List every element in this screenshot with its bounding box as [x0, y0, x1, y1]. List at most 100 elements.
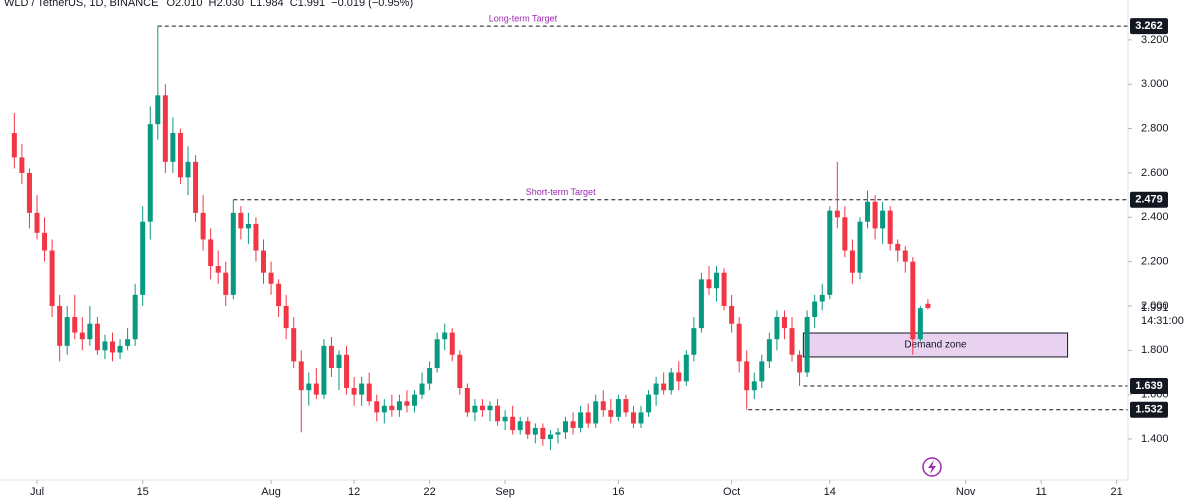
candle-body	[306, 383, 312, 391]
demand-zone	[802, 332, 1069, 358]
y-tick-label: 2.600	[1141, 167, 1169, 179]
candle-body	[479, 405, 485, 411]
candle-body	[638, 412, 644, 424]
x-tick-label: 15	[137, 486, 149, 498]
candle-body	[57, 305, 63, 346]
candle-body	[774, 317, 780, 340]
y-tick-label: 2.400	[1141, 211, 1169, 223]
candle-body	[804, 317, 810, 373]
candle-body	[540, 427, 546, 439]
level-price-label: 2.479	[1135, 194, 1163, 206]
candle-body	[849, 250, 855, 273]
x-tick-label: 21	[1111, 486, 1123, 498]
y-tick-label: 3.000	[1141, 78, 1169, 90]
candle-body	[812, 301, 818, 318]
candle-body	[102, 341, 108, 351]
candle-body	[472, 405, 478, 413]
x-tick-label: Jul	[30, 486, 44, 498]
x-tick-label: Sep	[495, 486, 515, 498]
candle-body	[321, 345, 327, 395]
candle-body	[676, 372, 682, 382]
candle-body	[895, 243, 901, 251]
y-tick-label: 1.800	[1141, 344, 1169, 356]
candle-body	[253, 223, 259, 251]
candle-body	[766, 339, 772, 362]
candle-body	[155, 95, 161, 125]
candle-body	[26, 172, 32, 213]
candle-body	[42, 232, 48, 251]
candle-body	[910, 261, 916, 340]
candle-body	[132, 294, 138, 340]
candle-body	[185, 161, 191, 178]
candle-body	[200, 212, 206, 240]
ohlc-legend: H2.030	[209, 0, 244, 9]
candle-body	[661, 383, 667, 391]
candle-body	[404, 401, 410, 406]
candle-body	[140, 221, 146, 295]
candle-body	[283, 305, 289, 329]
candle-body	[298, 361, 304, 391]
candle-body	[902, 250, 908, 262]
x-tick-label: 14	[824, 486, 836, 498]
plot-area: Demand zone Long-term Target Short-term Ta…	[11, 14, 1128, 451]
candle-body	[691, 328, 697, 355]
candle-body	[797, 354, 803, 373]
candle-body	[11, 133, 17, 158]
candle-body	[759, 361, 765, 382]
candle-body	[917, 308, 923, 340]
candle-body	[457, 354, 463, 388]
candle-body	[464, 387, 470, 413]
candle-body	[374, 401, 380, 413]
candle-body	[781, 317, 787, 329]
candle-body	[593, 401, 599, 424]
candle-body	[623, 399, 629, 413]
ohlc-legend: C1.991	[290, 0, 325, 9]
candle-body	[359, 383, 365, 395]
candle-body	[125, 339, 131, 346]
candle-body	[366, 383, 372, 402]
candle-body	[313, 383, 319, 395]
candle-body	[449, 332, 455, 355]
candle-body	[721, 272, 727, 306]
candle-body	[442, 332, 448, 340]
candle-body	[547, 434, 553, 439]
level-price-box	[1130, 191, 1168, 208]
candle-body	[510, 416, 516, 431]
x-tick-label: 11	[1035, 486, 1046, 498]
candle-body	[215, 266, 221, 273]
y-tick-label: 3.200	[1141, 34, 1169, 46]
candle-body	[487, 405, 493, 411]
candle-body	[328, 345, 334, 369]
candle-body	[698, 279, 704, 329]
candle-body	[668, 372, 674, 391]
candle-body	[714, 272, 720, 289]
candle-body	[502, 416, 508, 422]
candle-body	[834, 210, 840, 218]
level-annotation: Long-term Target	[489, 14, 558, 24]
candle-body	[555, 432, 561, 435]
candle-body	[208, 239, 214, 267]
candle-body	[525, 421, 531, 435]
candle-body	[872, 201, 878, 229]
candle-body	[585, 412, 591, 424]
candle-body	[261, 250, 267, 273]
x-tick-label: 22	[423, 486, 435, 498]
symbol: WLD / TetherUS, 1D, BINANCE	[4, 0, 158, 9]
level-price-label: 1.639	[1135, 380, 1163, 392]
level-annotation: Short-term Target	[526, 187, 596, 197]
candle-body	[109, 341, 115, 353]
candle-body	[827, 210, 833, 295]
candle-body	[608, 410, 614, 417]
candle-body	[238, 212, 244, 229]
candle-body	[64, 317, 70, 346]
candle-body	[268, 272, 274, 284]
countdown: 14:31:00	[1141, 315, 1184, 327]
candle-body	[570, 421, 576, 428]
candle-body	[819, 294, 825, 302]
candle-body	[578, 412, 584, 428]
last-price-label: 1.991	[1141, 302, 1169, 314]
candle-body	[706, 279, 712, 289]
candle-body	[532, 427, 538, 435]
